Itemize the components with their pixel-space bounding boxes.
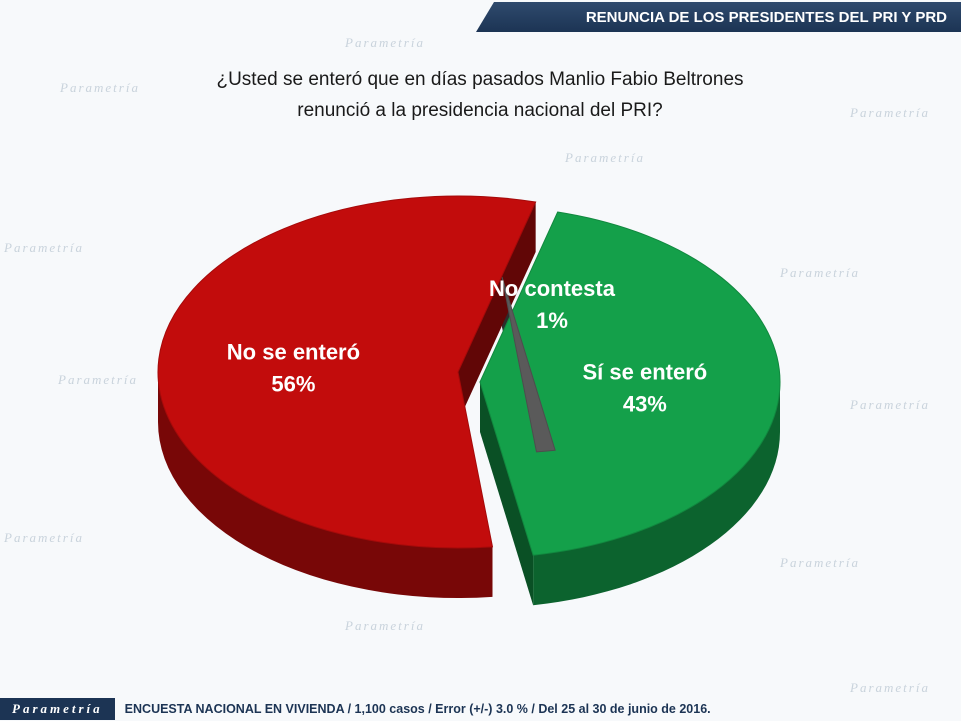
label-no-se-entero: No se enteró: [227, 340, 360, 365]
watermark-text: Parametría: [60, 80, 140, 95]
slice-side-si-se-entero-0: [533, 382, 780, 606]
slice-top-no-se-entero: [157, 195, 537, 549]
watermark-text: Parametría: [4, 240, 84, 255]
watermark-text: Parametría: [780, 555, 860, 570]
slice-wall-si-se-entero-1: [480, 382, 534, 606]
slice-side-no-se-entero-0: [158, 372, 493, 598]
question-line-2: renunció a la presidencia nacional del P…: [297, 100, 663, 121]
value-label-si-se-entero: 43%: [623, 392, 667, 417]
slice-top-no-contesta: [501, 276, 556, 453]
label-si-se-entero: Sí se enteró: [582, 360, 707, 385]
value-label-no-se-entero: 56%: [271, 372, 315, 397]
watermark-text: Parametría: [4, 530, 84, 545]
survey-question: ¿Usted se enteró que en días pasados Man…: [120, 64, 840, 126]
value-label-no-contesta: 1%: [536, 308, 568, 333]
watermark-text: Parametría: [780, 265, 860, 280]
pie-labels: Sí se enteró 43% No contesta 1% No se enteró…: [227, 276, 707, 417]
watermark-text: Parametría: [345, 35, 425, 50]
watermark-text: Parametría: [345, 618, 425, 633]
footer-logo: Parametría: [0, 698, 115, 720]
header-bar: RENUNCIA DE LOS PRESIDENTES DEL PRI Y PR…: [476, 2, 961, 32]
footer-survey-info: ENCUESTA NACIONAL EN VIVIENDA / 1,100 ca…: [124, 702, 711, 716]
watermark-text: Parametría: [58, 372, 138, 387]
slice-top-si-se-entero: [479, 211, 781, 556]
label-no-contesta: No contesta: [489, 276, 616, 301]
slice-wall-no-se-entero-1: [458, 201, 536, 422]
footer: Parametría ENCUESTA NACIONAL EN VIVIENDA…: [0, 697, 961, 721]
watermark-text: Parametría: [850, 680, 930, 695]
watermark-text: Parametría: [850, 397, 930, 412]
pie-tops: [157, 195, 781, 556]
question-line-1: ¿Usted se enteró que en días pasados Man…: [216, 69, 744, 90]
watermark-text: Parametría: [850, 105, 930, 120]
watermark-text: Parametría: [565, 150, 645, 165]
page-title: RENUNCIA DE LOS PRESIDENTES DEL PRI Y PR…: [585, 8, 947, 26]
